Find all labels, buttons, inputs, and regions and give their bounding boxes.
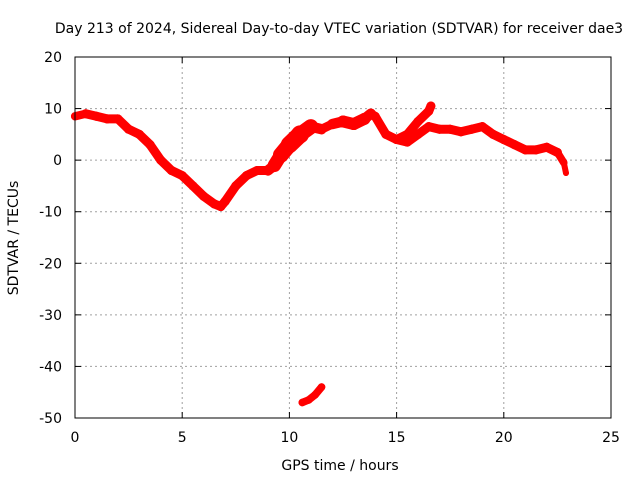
data-point: [552, 147, 562, 157]
y-tick-label: 20: [44, 50, 62, 66]
series-layer: [70, 101, 569, 407]
data-point: [510, 140, 520, 150]
y-tick-label: 10: [44, 102, 62, 118]
y-tick-label: -20: [39, 256, 62, 272]
data-point: [467, 124, 477, 134]
data-point: [304, 396, 313, 404]
data-point: [113, 114, 123, 124]
x-tick-label: 25: [602, 430, 620, 446]
data-point: [347, 118, 360, 131]
data-point: [477, 122, 487, 132]
data-point: [311, 391, 319, 399]
data-point: [220, 196, 230, 206]
data-point: [531, 145, 541, 155]
data-point: [291, 125, 310, 144]
axes: 0 5 10 15 20 25 -50 -40 -30 -20 -10 0 10 20: [39, 50, 620, 446]
grid: [75, 57, 611, 418]
x-tick-label: 5: [178, 430, 187, 446]
data-point: [317, 124, 327, 134]
data-point: [145, 140, 155, 150]
data-point: [413, 116, 423, 126]
data-point: [413, 129, 423, 139]
data-point: [392, 135, 402, 145]
data-point: [499, 135, 509, 145]
y-tick-label: 0: [53, 153, 62, 169]
series-2: [392, 101, 436, 145]
data-point: [242, 171, 252, 181]
data-point: [370, 111, 380, 121]
data-point: [317, 383, 326, 391]
x-tick-label: 20: [495, 430, 513, 446]
data-point: [337, 115, 349, 128]
data-point: [434, 124, 444, 134]
data-point: [231, 181, 241, 191]
data-point: [562, 170, 569, 177]
series-3: [298, 383, 326, 407]
data-point: [156, 155, 166, 165]
x-axis-title: GPS time / hours: [281, 458, 398, 474]
data-point: [252, 165, 262, 175]
data-point: [542, 142, 552, 152]
data-point: [81, 109, 91, 119]
data-point: [91, 111, 101, 121]
x-tick-label: 15: [388, 430, 406, 446]
data-point: [188, 181, 198, 191]
data-point: [304, 120, 317, 133]
data-point: [281, 136, 298, 153]
data-point: [520, 145, 530, 155]
data-point: [488, 129, 498, 139]
x-tick-label: 10: [280, 430, 298, 446]
y-tick-label: -50: [39, 411, 62, 427]
plot-frame: [74, 56, 612, 419]
data-point: [424, 122, 434, 132]
y-tick-label: -10: [39, 205, 62, 221]
data-point: [445, 124, 455, 134]
data-point: [456, 127, 466, 137]
data-point: [268, 159, 281, 172]
y-tick-label: -40: [39, 359, 62, 375]
y-tick-label: -30: [39, 308, 62, 324]
data-point: [177, 171, 187, 181]
data-point: [199, 191, 209, 201]
data-point: [134, 129, 144, 139]
data-point: [426, 101, 436, 111]
data-point: [402, 129, 412, 139]
data-point: [298, 398, 307, 407]
data-point: [102, 114, 112, 124]
data-point: [560, 159, 567, 166]
data-point: [327, 119, 337, 129]
data-point: [166, 165, 176, 175]
y-axis-title: SDTVAR / TECUs: [6, 181, 22, 296]
chart-title: Day 213 of 2024, Sidereal Day-to-day VTE…: [55, 21, 623, 37]
data-point: [381, 129, 391, 139]
x-tick-label: 0: [71, 430, 80, 446]
data-point: [124, 124, 134, 134]
